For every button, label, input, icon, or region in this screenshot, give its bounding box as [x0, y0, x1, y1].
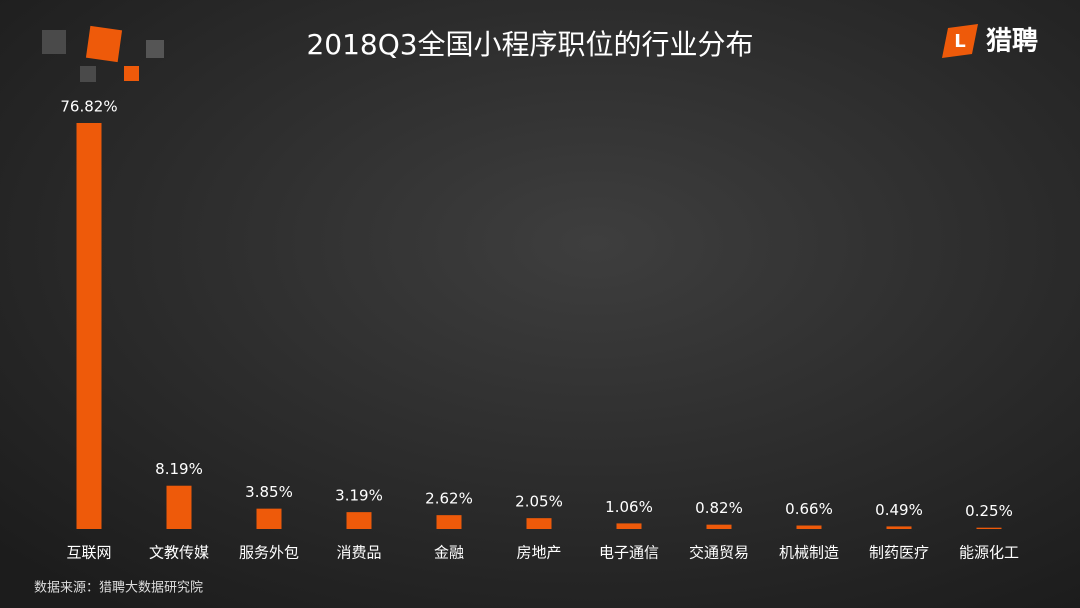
decor-cubes: [42, 25, 164, 82]
brand-name: 猎聘: [986, 27, 1038, 57]
x-tick-label: 房地产: [516, 544, 561, 562]
x-tick-label: 文教传媒: [149, 544, 209, 562]
value-label: 0.82%: [695, 499, 743, 517]
bar: [526, 518, 552, 529]
value-label: 3.19%: [335, 487, 383, 505]
value-label: 8.19%: [155, 460, 203, 478]
x-tick-label: 互联网: [66, 544, 111, 562]
x-tick-label: 交通贸易: [689, 544, 749, 562]
value-label: 1.06%: [605, 498, 653, 516]
bar: [346, 512, 372, 529]
bar: [796, 525, 822, 529]
value-label: 0.25%: [965, 502, 1013, 520]
bar: [76, 123, 102, 529]
value-label: 76.82%: [60, 98, 117, 116]
x-tick-label: 制药医疗: [869, 544, 929, 562]
bar: [706, 524, 732, 529]
x-tick-label: 电子通信: [599, 544, 659, 562]
x-tick-label: 金融: [434, 544, 464, 562]
value-label: 2.62%: [425, 490, 473, 508]
value-label: 0.49%: [875, 501, 923, 519]
svg-text:L: L: [954, 31, 965, 52]
bar: [616, 523, 642, 529]
value-label: 3.85%: [245, 483, 293, 501]
x-tick-label: 能源化工: [959, 544, 1019, 562]
bar: [976, 527, 1002, 529]
bar: [436, 515, 462, 529]
value-label: 0.66%: [785, 500, 833, 518]
value-label: 2.05%: [515, 493, 563, 511]
bar: [886, 526, 912, 529]
chart-title: 2018Q3全国小程序职位的行业分布: [306, 28, 753, 61]
brand-logo: L: [942, 24, 978, 58]
x-tick-label: 服务外包: [239, 544, 299, 562]
x-tick-label: 机械制造: [779, 544, 839, 562]
bar: [256, 508, 282, 529]
source-note: 数据来源：猎聘大数据研究院: [34, 581, 203, 596]
x-tick-label: 消费品: [336, 544, 381, 562]
bar: [166, 485, 192, 529]
